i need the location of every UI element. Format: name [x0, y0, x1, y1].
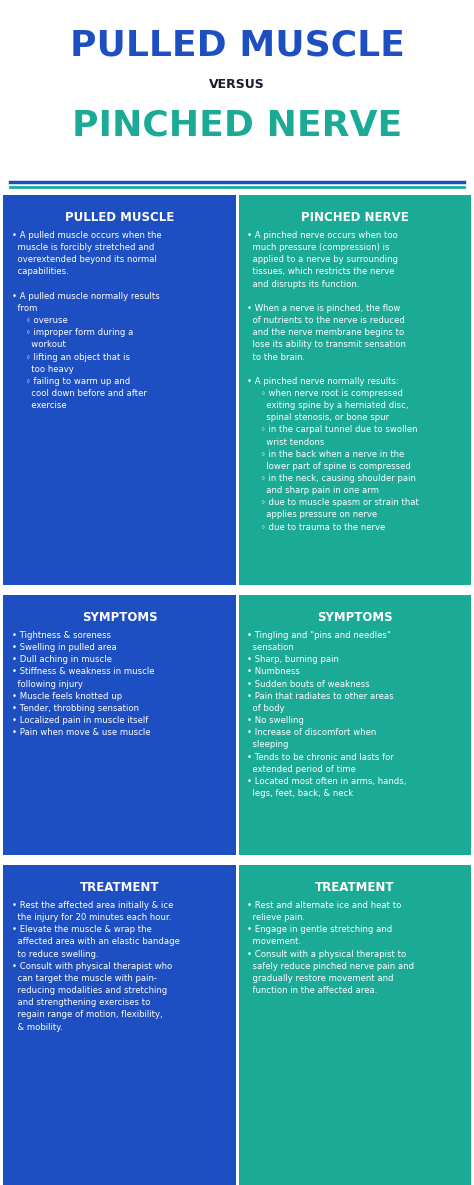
- Text: VERSUS: VERSUS: [209, 78, 265, 91]
- Text: PULLED MUSCLE: PULLED MUSCLE: [65, 211, 174, 224]
- Bar: [0, 0, 474, 196]
- Bar: [3, 595, 236, 856]
- Bar: [0, 585, 474, 595]
- Text: TREATMENT: TREATMENT: [80, 880, 159, 893]
- Bar: [3, 865, 236, 1185]
- Bar: [238, 196, 471, 585]
- Text: SYMPTOMS: SYMPTOMS: [82, 611, 157, 624]
- Bar: [3, 196, 236, 585]
- Text: TREATMENT: TREATMENT: [315, 880, 394, 893]
- Text: • A pulled muscle occurs when the
  muscle is forcibly stretched and
  overexten: • A pulled muscle occurs when the muscle…: [12, 231, 162, 410]
- Bar: [236, 196, 239, 1185]
- Bar: [238, 865, 471, 1185]
- Text: • Tingling and "pins and needles"
  sensation
• Sharp, burning pain
• Numbness
•: • Tingling and "pins and needles" sensat…: [247, 630, 406, 798]
- Bar: [0, 856, 474, 865]
- Text: • Rest and alternate ice and heat to
  relieve pain.
• Engage in gentle stretchi: • Rest and alternate ice and heat to rel…: [247, 901, 414, 995]
- Text: • Tightness & soreness
• Swelling in pulled area
• Dull aching in muscle
• Stiff: • Tightness & soreness • Swelling in pul…: [12, 630, 155, 737]
- Text: PULLED MUSCLE: PULLED MUSCLE: [70, 28, 404, 62]
- Bar: [238, 595, 471, 856]
- Text: PINCHED NERVE: PINCHED NERVE: [72, 108, 402, 142]
- Text: • Rest the affected area initially & ice
  the injury for 20 minutes each hour.
: • Rest the affected area initially & ice…: [12, 901, 180, 1031]
- Text: PINCHED NERVE: PINCHED NERVE: [301, 211, 409, 224]
- Text: • A pinched nerve occurs when too
  much pressure (compression) is
  applied to : • A pinched nerve occurs when too much p…: [247, 231, 419, 532]
- Text: SYMPTOMS: SYMPTOMS: [317, 611, 392, 624]
